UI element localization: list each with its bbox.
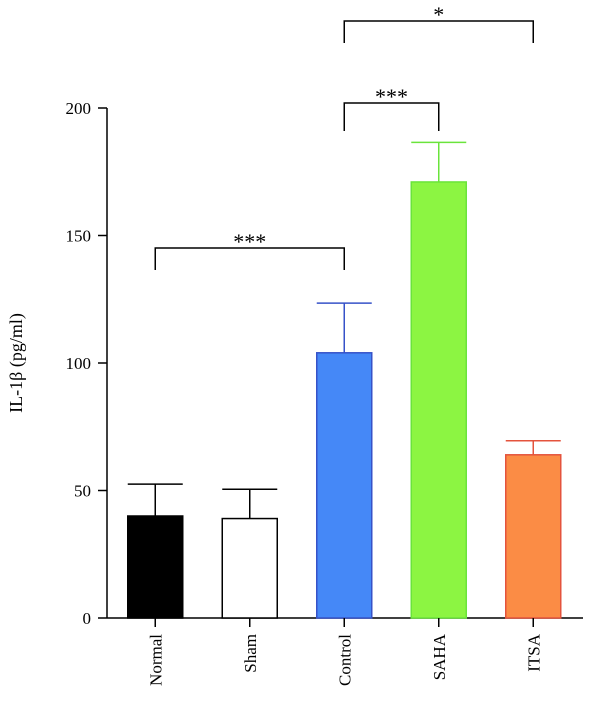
x-category-label-sham: Sham <box>241 634 260 673</box>
x-category-label-saha: SAHA <box>430 633 449 680</box>
x-category-label-control: Control <box>335 634 354 686</box>
significance-label: * <box>433 2 444 27</box>
significance-bracket <box>343 20 534 43</box>
bar-itsa <box>505 454 562 619</box>
bar-control <box>316 352 373 619</box>
y-tick-label: 150 <box>66 227 92 246</box>
y-tick-label: 200 <box>66 99 92 118</box>
x-category-label-itsa: ITSA <box>524 633 543 672</box>
y-tick-label: 0 <box>83 609 92 628</box>
y-tick-label: 100 <box>66 354 92 373</box>
x-categories: Normal Sham Control SAHA ITSA <box>146 618 543 686</box>
y-axis-label: IL-1β (pg/ml) <box>6 313 27 413</box>
bar-saha <box>410 181 467 619</box>
significance-label: *** <box>233 229 266 254</box>
x-category-label-normal: Normal <box>146 634 165 686</box>
significance-label: *** <box>375 84 408 109</box>
bars <box>127 141 562 619</box>
significance-brackets: ******* <box>154 2 534 270</box>
y-tick-label: 50 <box>74 482 91 501</box>
bar-sham <box>221 517 278 619</box>
y-ticks: 0 50 100 150 200 <box>66 99 107 628</box>
significance-bracket <box>343 102 440 131</box>
significance-bracket <box>154 247 345 270</box>
bar-normal <box>127 515 184 619</box>
